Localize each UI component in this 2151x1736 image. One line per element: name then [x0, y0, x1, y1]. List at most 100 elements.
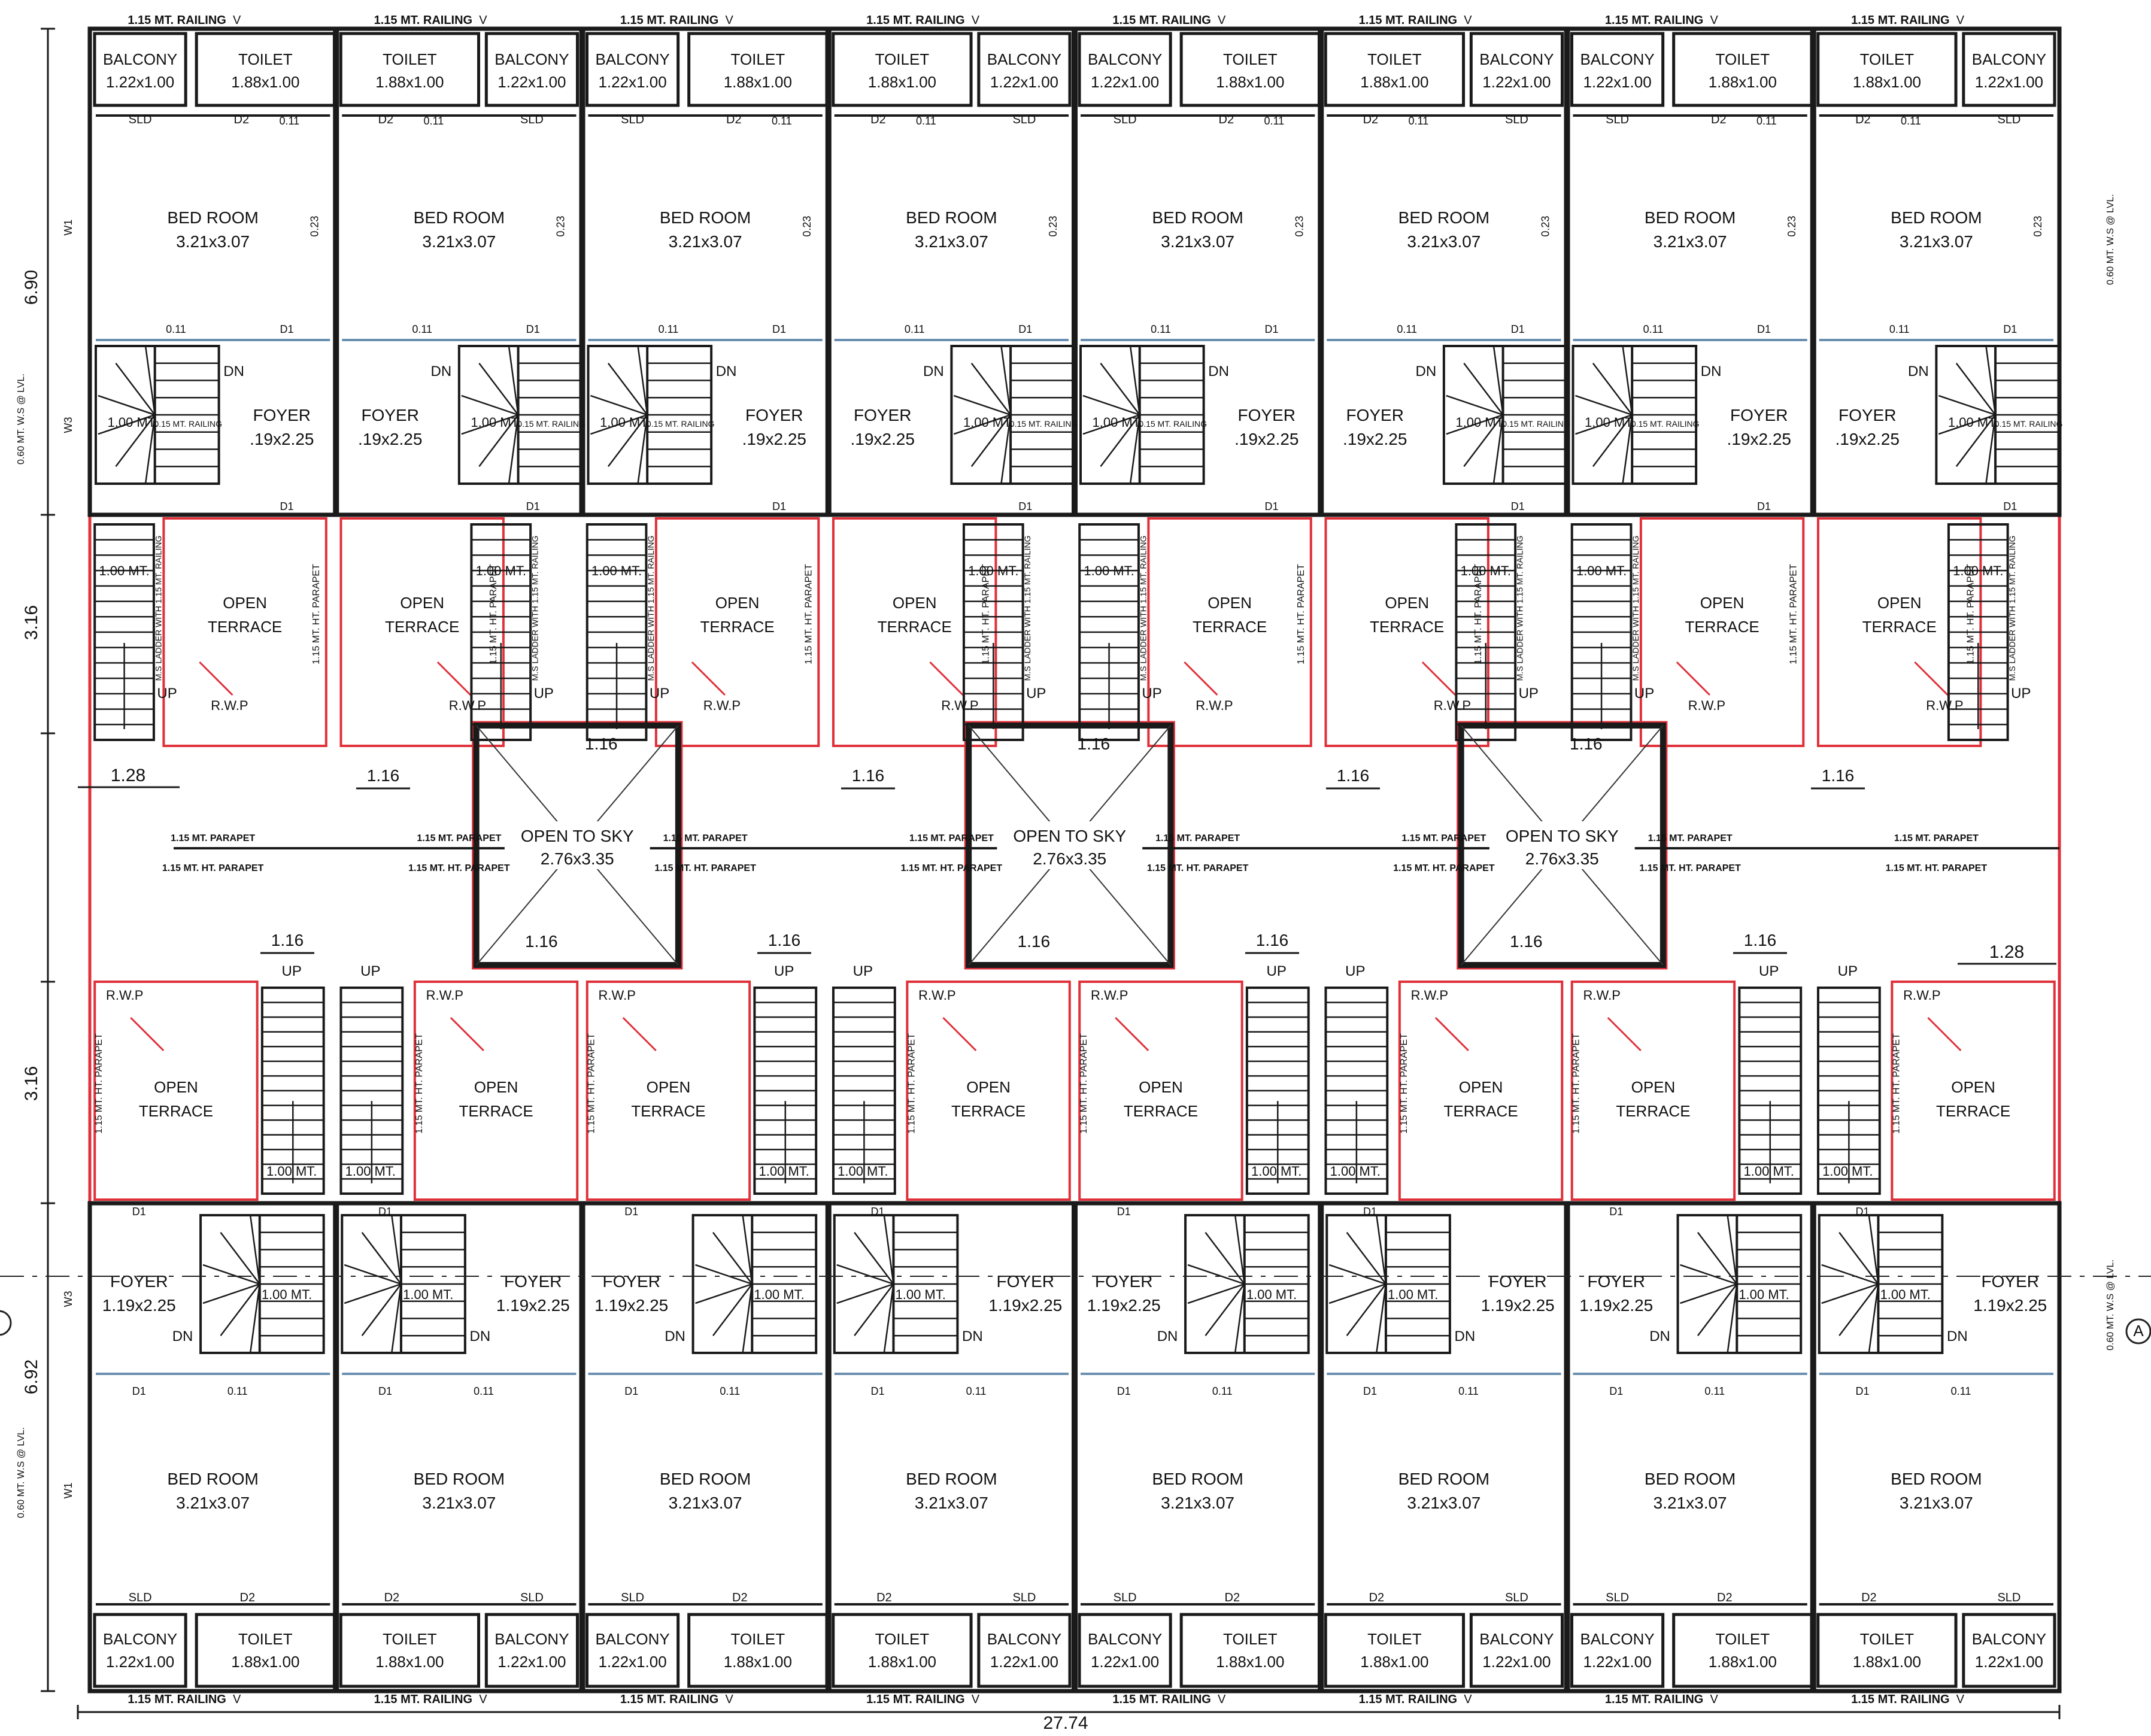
- bedroom-size: 3.21x3.07: [1654, 1494, 1727, 1512]
- bedroom-label: BED ROOM: [414, 208, 505, 227]
- stair-width-tag: 1.00 MT.: [600, 415, 650, 430]
- railing-note: 1.15 MT. RAILING: [128, 14, 226, 27]
- door-d1-tag: D1: [1855, 1385, 1869, 1397]
- up-tag: UP: [360, 963, 380, 979]
- parapet-label: 1.15 MT. HT. PARAPET: [1393, 863, 1495, 873]
- small-railing-tag: 0.15 MT. RAILING: [1010, 419, 1078, 429]
- sld-tag: SLD: [1606, 1591, 1629, 1604]
- bedroom-label: BED ROOM: [906, 208, 997, 227]
- rwp-tag: R.W.P: [703, 698, 741, 713]
- balcony-size: 1.22x1.00: [1091, 73, 1159, 91]
- toilet-size: 1.88x1.00: [1853, 73, 1921, 91]
- bedroom-label: BED ROOM: [1398, 1470, 1489, 1488]
- door-d1-tag: D1: [280, 500, 293, 512]
- toilet-size: 1.88x1.00: [1709, 1653, 1777, 1671]
- parapet-note: 1.15 MT. HT. PARAPET: [981, 564, 991, 664]
- foyer-size: 1.19x2.25: [1087, 1296, 1161, 1315]
- railing-note: 1.15 MT. RAILING: [1359, 14, 1457, 27]
- dn-tag: DN: [223, 363, 244, 380]
- foyer-size: 1.19x2.25: [496, 1296, 570, 1315]
- terrace-label: OPEN: [647, 1078, 691, 1096]
- bedroom-label: BED ROOM: [167, 1470, 258, 1488]
- left-dimension-mid2: 3.16: [22, 1066, 41, 1101]
- wall-011-tag: 0.11: [720, 1385, 740, 1397]
- balcony-size: 1.22x1.00: [106, 73, 174, 91]
- stair-width-tag: 1.00 MT.: [1093, 415, 1143, 430]
- door-d1-tag: D1: [132, 1385, 146, 1397]
- foyer-size: .19x2.25: [250, 430, 314, 448]
- terrace-label: OPEN: [1208, 594, 1252, 612]
- dn-tag: DN: [923, 363, 944, 380]
- setback-dimension-left: 1.28: [111, 766, 145, 785]
- terrace-label-2: TERRACE: [631, 1102, 705, 1120]
- balcony-label: BALCONY: [494, 1630, 569, 1648]
- ladder-note: M.S LADDER WITH 1.15 MT. RAILING: [2007, 536, 2017, 681]
- parapet-label: 1.15 MT. PARAPET: [909, 833, 994, 843]
- terrace-label: OPEN: [474, 1078, 518, 1096]
- rwp-tag: R.W.P: [106, 988, 143, 1003]
- toilet-size: 1.88x1.00: [1360, 73, 1428, 91]
- bedroom-size: 3.21x3.07: [1654, 232, 1727, 251]
- up-tag: UP: [1838, 963, 1858, 979]
- wall-023-tag: 0.23: [2032, 216, 2044, 236]
- toilet-label: TOILET: [1223, 1630, 1278, 1648]
- window-v-tag: V: [725, 14, 733, 27]
- up-tag: UP: [1345, 963, 1365, 979]
- foyer-label: FOYER: [854, 406, 911, 424]
- small-railing-tag: 0.15 MT. RAILING: [1139, 419, 1207, 429]
- terrace-label: OPEN: [223, 594, 267, 612]
- ladder-width-tag: 1.00 MT.: [1953, 563, 2003, 578]
- foyer-size: 1.19x2.25: [1973, 1296, 2047, 1315]
- sld-tag: SLD: [1012, 113, 1036, 126]
- door-d1-tag: D1: [1363, 1206, 1377, 1218]
- door-d1-tag: D1: [1609, 1385, 1623, 1397]
- wall-011-tag: 0.11: [1889, 323, 1910, 335]
- wall-011-tag: 0.11: [659, 323, 679, 335]
- toilet-label: TOILET: [1716, 1630, 1770, 1648]
- ladder-width-tag: 1.00 MT.: [345, 1164, 396, 1179]
- toilet-size: 1.88x1.00: [231, 1653, 299, 1671]
- window-v-tag: V: [972, 14, 980, 27]
- terrace-label: OPEN: [893, 594, 937, 612]
- setback-dimension-right: 1.28: [1989, 942, 2024, 962]
- wall-011-tag: 0.11: [966, 1385, 987, 1397]
- balcony-label: BALCONY: [103, 1630, 177, 1648]
- toilet-size: 1.88x1.00: [231, 73, 299, 91]
- wall-011-tag: 0.11: [1704, 1385, 1725, 1397]
- terrace-label-2: TERRACE: [951, 1102, 1026, 1120]
- wall-011-tag: 0.11: [1212, 1385, 1233, 1397]
- dn-tag: DN: [172, 1328, 193, 1345]
- court-size: 2.76x3.35: [1033, 849, 1106, 868]
- door-d1-tag: D1: [1363, 1385, 1377, 1397]
- parapet-label: 1.15 MT. PARAPET: [1648, 833, 1733, 843]
- toilet-label: TOILET: [731, 50, 785, 68]
- dn-tag: DN: [716, 363, 737, 380]
- parapet-label: 1.15 MT. HT. PARAPET: [1147, 863, 1249, 873]
- window-v-tag: V: [479, 14, 487, 27]
- bedroom-size: 3.21x3.07: [915, 1494, 988, 1512]
- toilet-size: 1.88x1.00: [868, 1653, 936, 1671]
- small-railing-tag: 0.15 MT. RAILING: [1995, 419, 2063, 429]
- small-railing-tag: 0.15 MT. RAILING: [647, 419, 715, 429]
- parapet-label: 1.15 MT. HT. PARAPET: [162, 863, 264, 873]
- stair-width-tag: 1.00 MT.: [1948, 415, 1998, 430]
- ladder-width-tag: 1.00 MT.: [591, 563, 642, 578]
- toilet-size: 1.88x1.00: [375, 1653, 444, 1671]
- sld-tag: SLD: [1997, 113, 2020, 126]
- court-dimension: 1.16: [585, 735, 618, 753]
- terrace-label: OPEN: [1459, 1078, 1503, 1096]
- terrace-label-2: TERRACE: [1370, 618, 1444, 636]
- bedroom-size: 3.21x3.07: [422, 1494, 496, 1512]
- ladder-note: M.S LADDER WITH 1.15 MT. RAILING: [646, 536, 656, 681]
- bedroom-label: BED ROOM: [906, 1470, 997, 1488]
- toilet-size: 1.88x1.00: [724, 1653, 792, 1671]
- ladder-note: M.S LADDER WITH 1.15 MT. RAILING: [1023, 536, 1032, 681]
- small-railing-tag: 0.15 MT. RAILING: [154, 419, 222, 429]
- bedroom-size: 3.21x3.07: [1407, 232, 1480, 251]
- window-v-tag: V: [1218, 14, 1226, 27]
- door-d2-tag: D2: [234, 113, 250, 126]
- parapet-label: 1.15 MT. PARAPET: [171, 833, 255, 843]
- window-v-tag: V: [233, 14, 241, 27]
- foyer-size: 1.19x2.25: [102, 1296, 176, 1315]
- ladder-width-tag: 1.00 MT.: [1822, 1164, 1873, 1179]
